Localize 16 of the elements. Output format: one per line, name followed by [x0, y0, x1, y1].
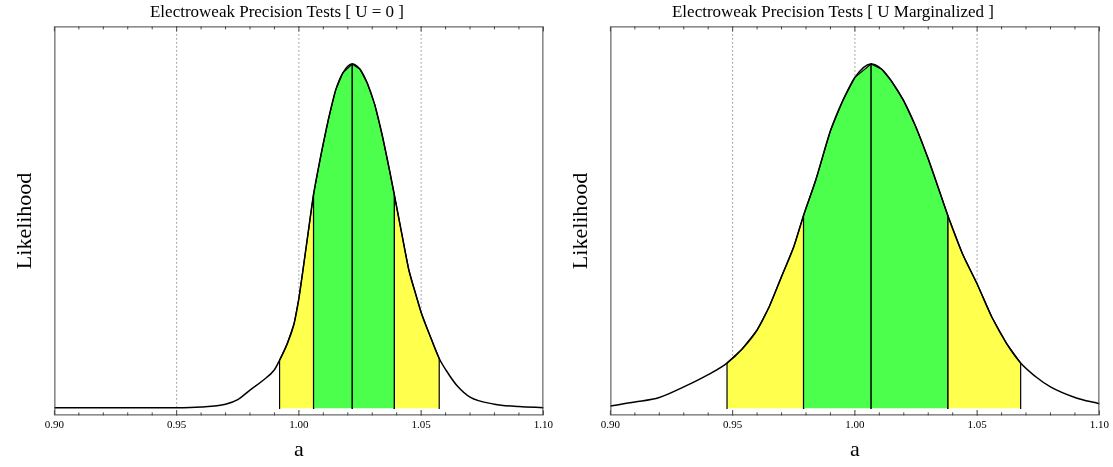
x-tick-label: 1.00 — [289, 417, 310, 430]
x-tick-label: 0.95 — [723, 417, 743, 430]
chart-title: Electroweak Precision Tests [ U = 0 ] — [149, 1, 405, 21]
x-tick-label: 0.90 — [44, 417, 65, 430]
chart-title: Electroweak Precision Tests [ U Marginalized ] — [671, 1, 995, 21]
x-tick-label: 1.00 — [845, 417, 866, 430]
x-tick-label: 1.05 — [411, 417, 432, 430]
x-tick-label: 1.10 — [1089, 417, 1110, 430]
x-tick-label: 0.95 — [167, 417, 187, 430]
x-tick-label: 1.05 — [967, 417, 988, 430]
y-axis-title: Likelihood — [566, 172, 592, 270]
x-tick-label: 0.90 — [600, 417, 621, 430]
x-axis-title: a — [294, 435, 304, 461]
x-tick-label: 1.10 — [533, 417, 554, 430]
y-axis-title: Likelihood — [10, 172, 36, 270]
x-axis-title: a — [850, 435, 860, 461]
